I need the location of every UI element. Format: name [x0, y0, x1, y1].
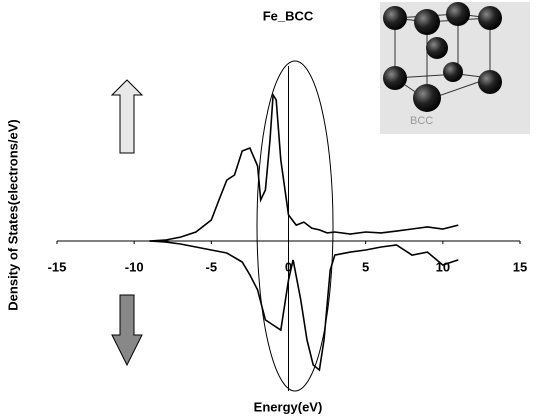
- x-tick-label: 15: [513, 259, 527, 274]
- inset-label: BCC: [410, 115, 433, 127]
- dos-line: [150, 241, 459, 370]
- y-axis-label: Density of States(electrons/eV): [5, 119, 20, 310]
- x-axis-label: Energy(eV): [254, 399, 323, 414]
- spin-down-arrow: [112, 295, 142, 365]
- chart-title: Fe_BCC: [263, 8, 314, 23]
- chart: BCC Fe_BCC Energy(eV) Density of States(…: [0, 0, 537, 419]
- crystal-inset: BCC: [380, 2, 530, 134]
- x-tick-label: -15: [48, 259, 67, 274]
- x-tick-label: 5: [362, 259, 369, 274]
- x-tick-label: -5: [206, 259, 218, 274]
- fermi-ellipse: [257, 61, 333, 391]
- spin-up-arrow: [112, 80, 142, 153]
- x-tick-label: -10: [125, 259, 144, 274]
